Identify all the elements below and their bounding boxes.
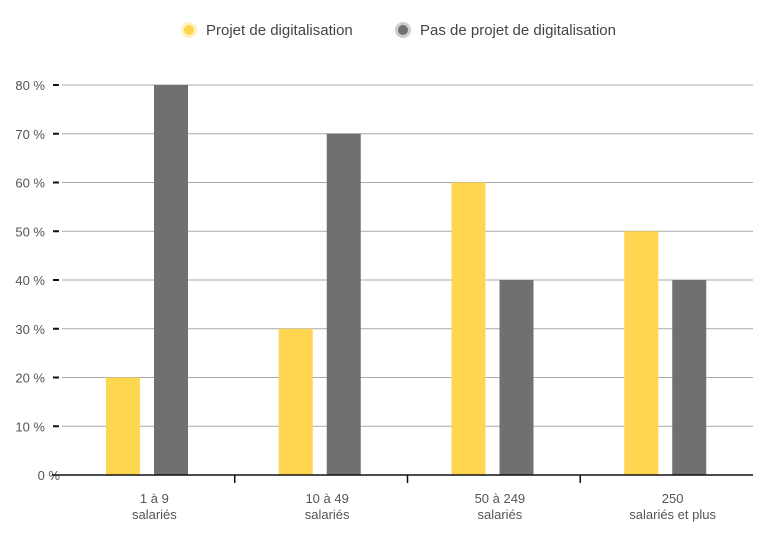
y-tick-label: 50 % <box>15 224 45 239</box>
bar-0-1 <box>278 328 313 475</box>
y-tick-label: 10 % <box>15 419 45 434</box>
bar-1-1 <box>326 133 361 475</box>
y-tick-label: 60 % <box>15 176 45 191</box>
bar-1-3 <box>672 280 707 475</box>
bar-1-0 <box>154 85 188 475</box>
legend-marker <box>184 25 194 35</box>
y-tick-label: 70 % <box>15 127 45 142</box>
x-tick-label: 250 <box>662 491 684 506</box>
y-tick-label: 0 % <box>38 468 61 483</box>
y-tick-label: 80 % <box>15 78 45 93</box>
bar-0-0 <box>106 377 140 475</box>
bar-0-3 <box>624 231 659 475</box>
legend-marker <box>398 25 408 35</box>
legend-label: Projet de digitalisation <box>206 22 353 39</box>
x-tick-label: 50 à 249 <box>475 491 526 506</box>
legend-label: Pas de projet de digitalisation <box>420 22 616 39</box>
y-tick-label: 30 % <box>15 322 45 337</box>
y-tick-label: 20 % <box>15 371 45 386</box>
bar-1-2 <box>499 280 534 475</box>
x-tick-label: salariés <box>305 507 350 522</box>
x-tick-label: 1 à 9 <box>140 491 169 506</box>
x-tick-label: salariés <box>477 507 522 522</box>
legend: Projet de digitalisation Pas de projet de… <box>181 22 616 39</box>
y-tick-label: 40 % <box>15 273 45 288</box>
bars <box>106 85 707 475</box>
bar-0-2 <box>451 182 486 475</box>
x-tick-label: salariés <box>132 507 177 522</box>
x-tick-label: salariés et plus <box>629 507 716 522</box>
x-tick-label: 10 à 49 <box>305 491 348 506</box>
